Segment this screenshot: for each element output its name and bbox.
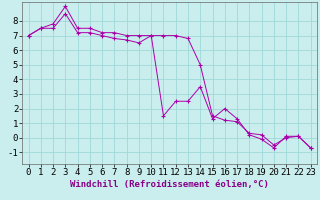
X-axis label: Windchill (Refroidissement éolien,°C): Windchill (Refroidissement éolien,°C) bbox=[70, 180, 269, 189]
